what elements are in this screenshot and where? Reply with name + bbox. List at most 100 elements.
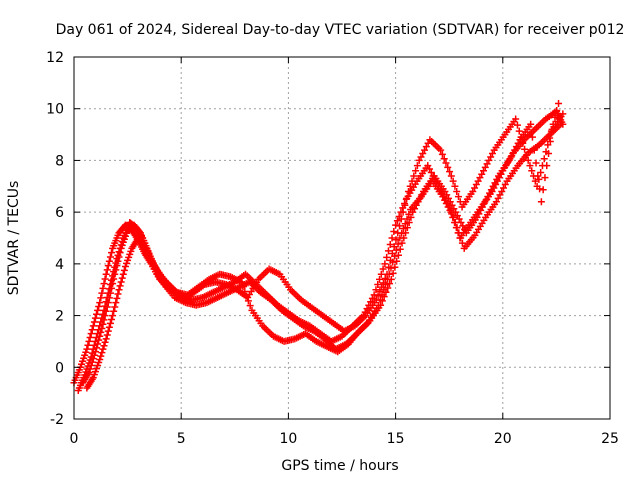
data-point [97, 294, 105, 302]
y-tick-label: 8 [55, 153, 64, 169]
series-track-d [83, 110, 567, 392]
data-point [437, 146, 445, 154]
data-point [98, 325, 106, 332]
data-point [86, 365, 94, 373]
data-point [88, 358, 96, 366]
data-point [534, 172, 542, 180]
data-point [531, 177, 539, 185]
data-point [541, 174, 549, 182]
data-point [100, 280, 108, 288]
x-tick-label: 10 [279, 431, 297, 447]
data-point [384, 247, 392, 255]
data-point [95, 336, 103, 344]
data-point [241, 287, 249, 295]
data-point [397, 215, 405, 223]
data-point [103, 303, 111, 311]
data-point [381, 260, 389, 268]
data-point [401, 220, 409, 228]
data-point [378, 283, 386, 291]
data-point [103, 331, 111, 339]
data-point [90, 318, 98, 326]
data-point [94, 340, 102, 348]
data-point [86, 334, 94, 342]
data-point [109, 280, 117, 288]
data-point [394, 240, 402, 248]
data-point [99, 320, 107, 328]
data-point [442, 159, 450, 167]
y-tick-label: 2 [55, 309, 64, 325]
y-tick-label: 4 [55, 257, 64, 273]
data-point [392, 236, 400, 244]
data-point [399, 208, 407, 216]
data-point [237, 278, 245, 286]
y-tick-label: -2 [50, 412, 64, 428]
data-point [135, 228, 143, 236]
data-point [532, 159, 540, 167]
data-point [526, 162, 534, 170]
data-point [401, 201, 409, 209]
data-point [93, 310, 101, 318]
data-point [114, 290, 122, 298]
data-point [113, 294, 121, 302]
data-point [109, 312, 117, 320]
x-tick-label: 20 [494, 431, 512, 447]
data-point [528, 133, 536, 141]
data-point [100, 342, 108, 350]
data-point [97, 328, 105, 336]
data-point [394, 251, 402, 259]
data-point [105, 323, 113, 331]
data-point [458, 239, 466, 247]
data-point [545, 150, 553, 158]
data-point [446, 168, 454, 176]
data-point [95, 303, 103, 311]
data-point [383, 253, 391, 261]
data-point [104, 327, 112, 335]
data-point [83, 345, 91, 353]
data-point [386, 280, 394, 288]
data-point [374, 281, 382, 289]
data-point [91, 348, 99, 356]
data-point [89, 355, 97, 363]
data-point [116, 282, 124, 290]
y-tick-label: 10 [46, 102, 64, 118]
data-point [105, 294, 113, 302]
data-point [119, 270, 127, 278]
data-point [84, 341, 92, 349]
data-point [118, 274, 126, 282]
data-point [390, 228, 398, 236]
data-point [388, 234, 396, 242]
data-point [100, 316, 108, 324]
data-point [407, 213, 415, 221]
data-point [110, 307, 118, 315]
data-point [403, 224, 411, 232]
data-point [108, 284, 116, 292]
data-point [530, 146, 538, 154]
data-point [372, 286, 380, 294]
data-point [400, 234, 408, 242]
data-point [91, 314, 99, 322]
data-point [440, 155, 448, 163]
data-point [543, 162, 551, 170]
data-point [112, 266, 120, 274]
data-point [96, 356, 104, 364]
data-point [453, 224, 461, 232]
data-point [380, 293, 388, 301]
data-point [405, 218, 413, 226]
data-point [90, 351, 98, 359]
data-point [104, 299, 112, 307]
data-point [85, 337, 93, 345]
data-point [106, 289, 114, 297]
data-point [403, 194, 411, 202]
data-point [378, 297, 386, 305]
y-tick-label: 12 [46, 50, 64, 66]
data-point [515, 127, 523, 135]
data-point [412, 167, 420, 175]
data-point [239, 283, 247, 291]
data-point [103, 266, 111, 274]
data-point [512, 115, 520, 123]
data-point [540, 155, 548, 163]
data-point [376, 275, 384, 283]
data-point [454, 193, 462, 201]
data-point [551, 113, 559, 121]
